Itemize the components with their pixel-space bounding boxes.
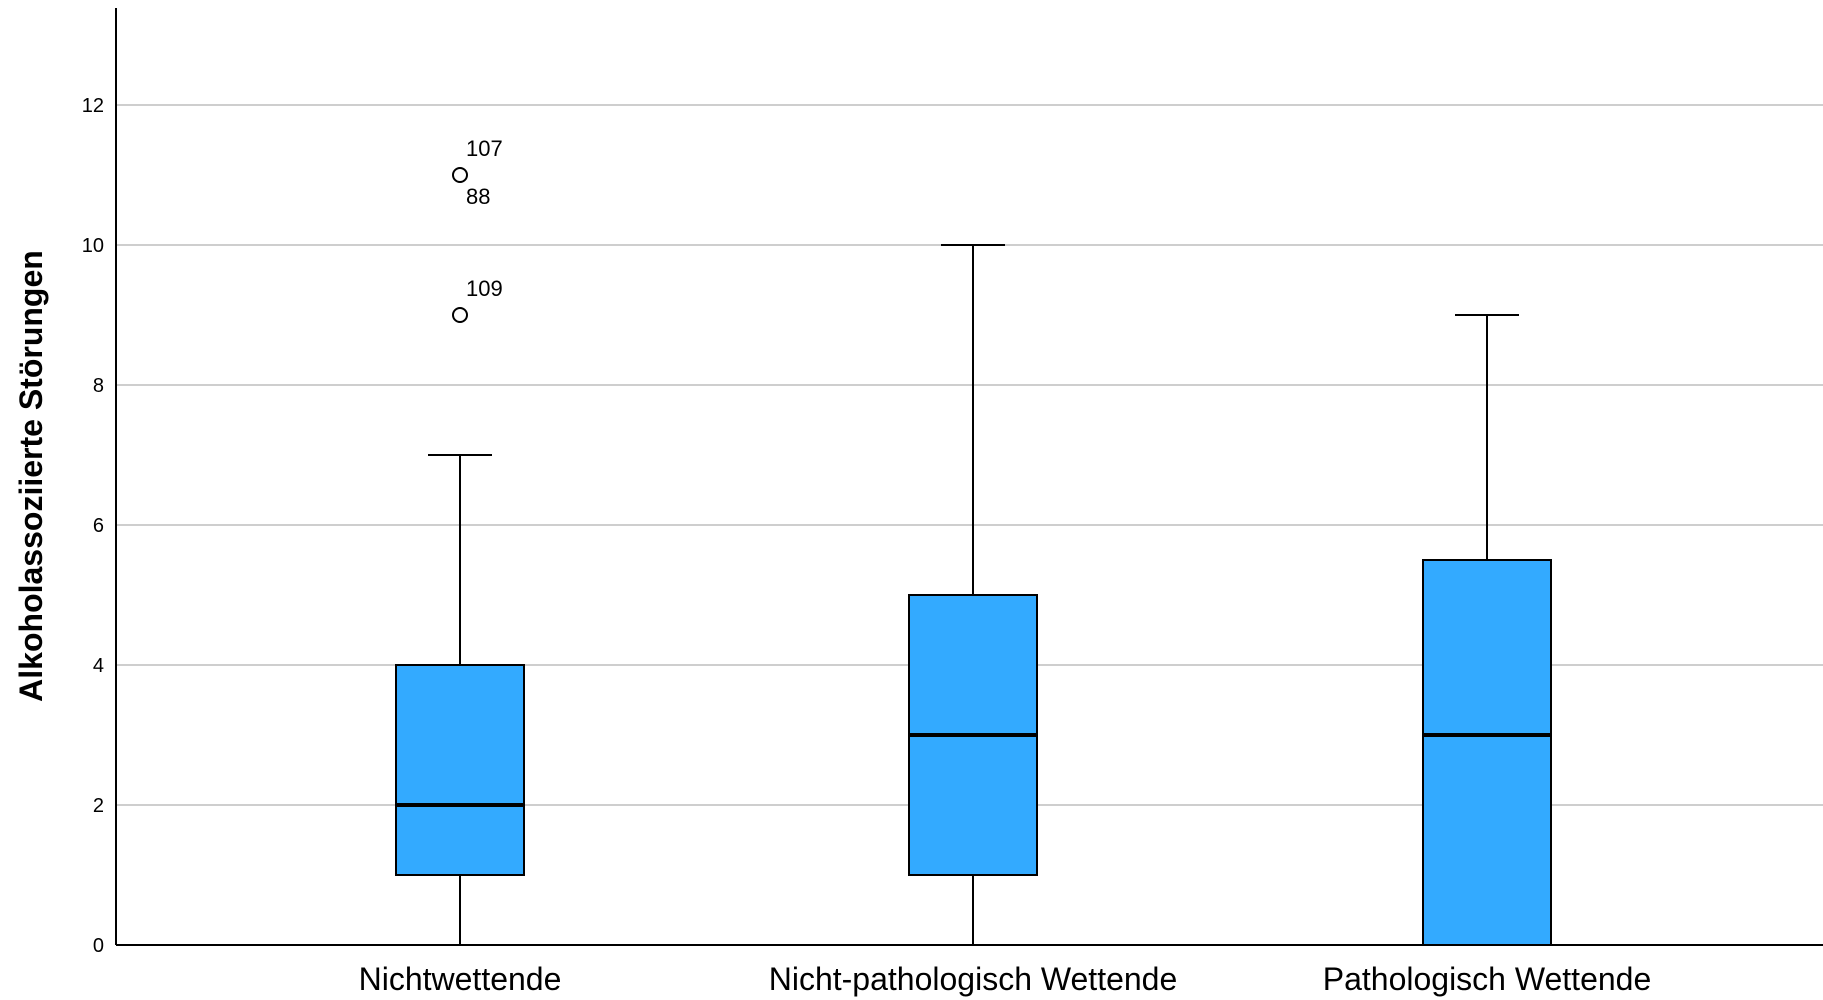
x-category-label: Nicht-pathologisch Wettende	[769, 961, 1178, 997]
axes	[115, 8, 1823, 946]
outlier-label: 88	[466, 184, 490, 209]
box-1: 107 88 109	[395, 136, 525, 945]
box-2	[908, 244, 1038, 945]
y-axis-title: Alkoholassoziierte Störungen	[13, 250, 49, 702]
outlier-label: 107	[466, 136, 503, 161]
box-3	[1422, 314, 1552, 946]
y-tick-label: 2	[93, 795, 104, 817]
iqr-box	[1422, 559, 1552, 946]
x-category-label: Pathologisch Wettende	[1323, 961, 1652, 997]
y-tick-label: 4	[93, 655, 104, 677]
outlier-point	[452, 307, 468, 323]
x-category-labels: Nichtwettende Nicht-pathologisch Wettende…	[359, 961, 1652, 997]
outlier-point	[452, 167, 468, 183]
y-tick-label: 0	[93, 935, 104, 957]
y-tick-label: 12	[82, 95, 104, 117]
box-series: 107 88 109	[395, 136, 1552, 946]
iqr-box	[395, 664, 525, 876]
y-tick-label: 10	[82, 235, 104, 257]
y-tick-label: 8	[93, 375, 104, 397]
outlier-label: 109	[466, 276, 503, 301]
y-tick-label: 6	[93, 515, 104, 537]
x-category-label: Nichtwettende	[359, 961, 562, 997]
y-tick-labels: 0 2 4 6 8 10 12	[82, 95, 104, 957]
